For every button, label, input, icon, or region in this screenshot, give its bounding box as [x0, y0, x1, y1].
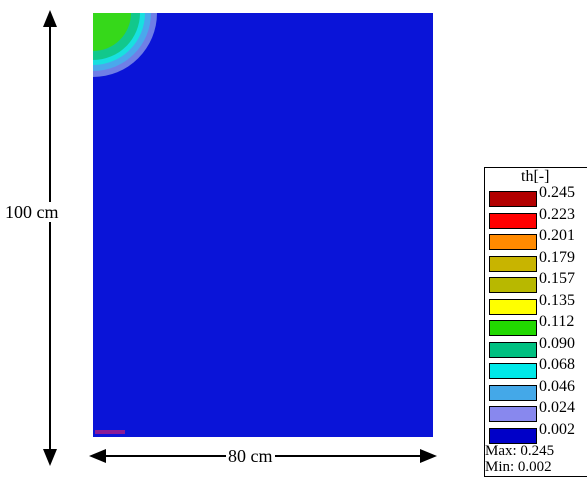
legend-value-6: 0.112: [539, 313, 575, 330]
legend-swatch-3: [489, 255, 537, 272]
legend-value-4: 0.157: [539, 270, 575, 287]
legend-swatch-0: [489, 191, 537, 207]
legend-title: th[-]: [521, 168, 550, 185]
legend-value-7: 0.090: [539, 334, 575, 352]
legend-swatch-7: [489, 341, 537, 358]
simulation-domain: [93, 13, 433, 437]
legend-swatch-2: [489, 234, 537, 250]
legend-value-5: 0.135: [539, 291, 575, 309]
legend-swatch-5: [489, 298, 537, 315]
height-label: 100 cm: [5, 202, 59, 222]
legend-value-2: 0.201: [539, 227, 575, 244]
legend-swatch-1: [489, 212, 537, 229]
legend-swatch-8: [489, 363, 537, 379]
moisture-contour-plume: [93, 13, 157, 434]
color-legend: th[-] 0.245 0.223 0.201 0.179 0.157 0.135 0.11…: [484, 167, 587, 477]
legend-swatch-6: [489, 320, 537, 336]
legend-value-0: 0.245: [539, 184, 575, 201]
legend-max: Max: 0.245: [485, 443, 555, 459]
legend-value-11: 0.002: [539, 420, 575, 438]
legend-swatch-11: [489, 427, 537, 444]
legend-value-8: 0.068: [539, 356, 575, 373]
legend-value-1: 0.223: [539, 205, 575, 223]
height-dimension-arrow: [43, 10, 57, 466]
legend-value-9: 0.046: [539, 377, 575, 395]
legend-swatch-9: [489, 384, 537, 401]
width-label: 80 cm: [226, 446, 275, 466]
legend-swatch-4: [489, 277, 537, 293]
legend-swatch-10: [489, 406, 537, 422]
legend-value-3: 0.179: [539, 248, 575, 266]
contour-band-0-112: [93, 13, 131, 51]
legend-min: Min: 0.002: [485, 459, 552, 475]
bottom-edge-artifact: [95, 430, 125, 434]
legend-value-10: 0.024: [539, 399, 575, 416]
